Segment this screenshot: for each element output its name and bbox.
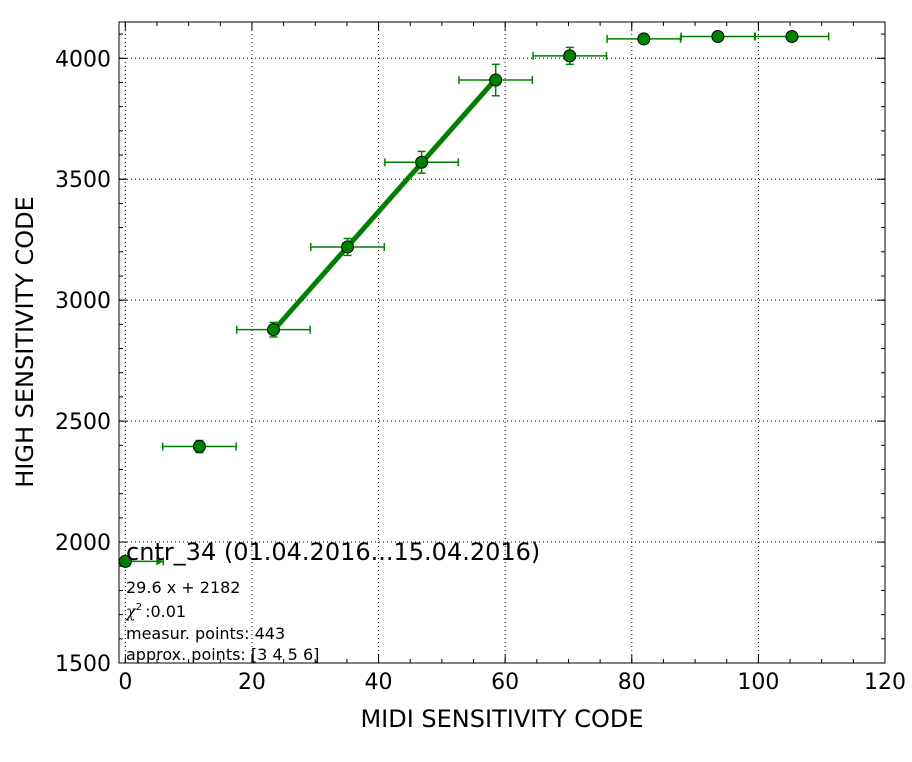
data-point	[785, 30, 799, 44]
grid	[119, 22, 885, 663]
chi-value: :0.01	[145, 602, 186, 621]
data-point	[192, 440, 206, 454]
data-point	[266, 323, 280, 337]
fit-line	[271, 77, 498, 333]
data-point	[415, 155, 429, 169]
data-point	[489, 73, 503, 87]
approx-points: approx. points: [3 4 5 6]	[126, 645, 319, 664]
y-tick-label: 4000	[55, 47, 111, 72]
y-tick-label: 2000	[55, 531, 111, 556]
x-tick-label: 20	[238, 670, 266, 695]
annotation-title: cntr_34 (01.04.2016...15.04.2016)	[126, 538, 540, 566]
tick-labels: 0 20 40 60 80 100 120 1500 2000 2500 3000 3500 4000	[55, 47, 906, 695]
x-axis-label: MIDI SENSITIVITY CODE	[360, 705, 643, 733]
measur-points: measur. points: 443	[126, 624, 285, 643]
y-tick-label: 3500	[55, 168, 111, 193]
data-point	[341, 240, 355, 254]
x-tick-label: 40	[365, 670, 393, 695]
plot-background	[119, 22, 885, 663]
data-point	[637, 32, 651, 46]
data-markers	[119, 30, 799, 568]
y-tick-label: 2500	[55, 410, 111, 435]
chi-power: 2	[136, 602, 142, 613]
x-tick-label: 0	[118, 670, 132, 695]
plot-frame	[118, 21, 886, 664]
y-tick-label: 3000	[55, 289, 111, 314]
y-tick-label: 1500	[55, 652, 111, 677]
data-point	[563, 49, 577, 63]
x-tick-label: 100	[737, 670, 779, 695]
x-tick-label: 80	[618, 670, 646, 695]
data-point	[711, 30, 725, 44]
fit-line-group	[271, 77, 498, 333]
chi-symbol: χ	[125, 602, 137, 621]
x-tick-label: 60	[491, 670, 519, 695]
x-tick-label: 120	[864, 670, 906, 695]
y-axis-label: HIGH SENSITIVITY CODE	[11, 196, 39, 488]
annotation-block: cntr_34 (01.04.2016...15.04.2016) 29.6 x…	[125, 538, 540, 664]
x-error-arrow	[156, 557, 164, 566]
chi-squared: χ2:0.01	[125, 602, 186, 621]
fit-equation: 29.6 x + 2182	[126, 578, 240, 597]
